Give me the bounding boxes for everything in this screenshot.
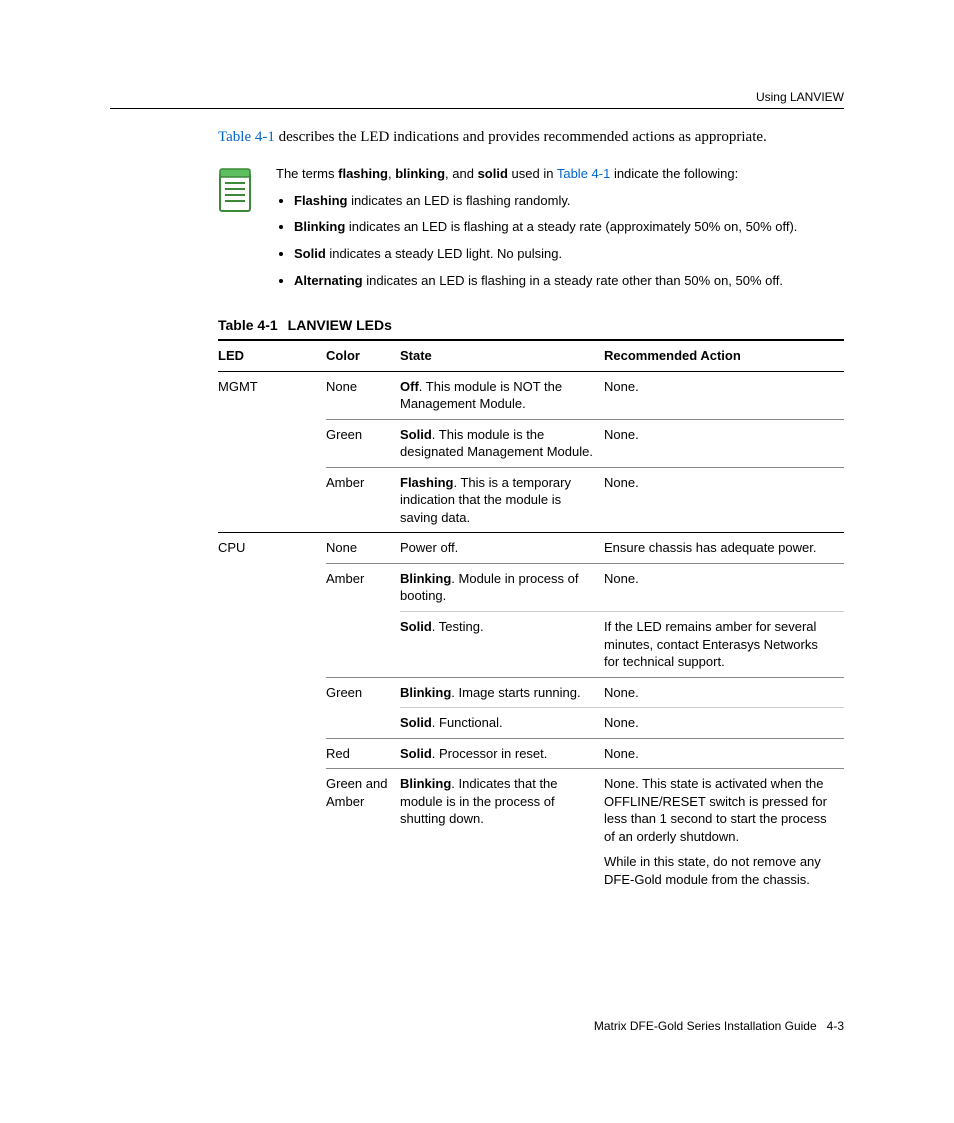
table-row: Solid. Testing.If the LED remains amber … — [218, 611, 844, 677]
th-action: Recommended Action — [604, 340, 844, 371]
note-term-flashing: flashing — [338, 166, 388, 181]
cell-led — [218, 738, 326, 769]
cell-color: Amber — [326, 563, 400, 611]
note-icon — [218, 165, 258, 220]
note-bullet-text: indicates an LED is flashing at a steady… — [345, 219, 797, 234]
table-body: MGMTNoneOff. This module is NOT the Mana… — [218, 371, 844, 895]
cell-action: None. — [604, 563, 844, 611]
note-term-solid: solid — [478, 166, 508, 181]
cell-color: Green — [326, 419, 400, 467]
cell-led — [218, 769, 326, 895]
cell-action: Ensure chassis has adequate power. — [604, 533, 844, 564]
cell-action: None. — [604, 708, 844, 739]
note-bullet-label: Alternating — [294, 273, 363, 288]
cell-state: Blinking. Image starts running. — [400, 677, 604, 708]
cell-action: If the LED remains amber for several min… — [604, 611, 844, 677]
cell-state: Solid. This module is the designated Man… — [400, 419, 604, 467]
th-led: LED — [218, 340, 326, 371]
cell-color: Green and Amber — [326, 769, 400, 895]
note-bullet-label: Solid — [294, 246, 326, 261]
note-bullet: Blinking indicates an LED is flashing at… — [294, 218, 844, 237]
cell-action: None. — [604, 677, 844, 708]
table-row: MGMTNoneOff. This module is NOT the Mana… — [218, 371, 844, 419]
note-bullet: Alternating indicates an LED is flashing… — [294, 272, 844, 291]
cell-color — [326, 611, 400, 677]
cell-state: Off. This module is NOT the Management M… — [400, 371, 604, 419]
cell-color — [326, 708, 400, 739]
note-lead-pre: The terms — [276, 166, 338, 181]
running-header: Using LANVIEW — [110, 90, 844, 109]
cell-color: None — [326, 371, 400, 419]
intro-paragraph: Table 4-1 describes the LED indications … — [218, 127, 844, 149]
table-row: CPUNonePower off.Ensure chassis has adeq… — [218, 533, 844, 564]
cell-led — [218, 611, 326, 677]
cell-action: None. — [604, 467, 844, 533]
cell-led — [218, 419, 326, 467]
note-block: The terms flashing, blinking, and solid … — [218, 165, 844, 299]
cell-color: Amber — [326, 467, 400, 533]
table-row: AmberBlinking. Module in process of boot… — [218, 563, 844, 611]
note-lead-mid: used in — [508, 166, 557, 181]
page-footer: Matrix DFE-Gold Series Installation Guid… — [594, 1019, 844, 1033]
cell-state: Solid. Functional. — [400, 708, 604, 739]
table-caption: Table 4-1 LANVIEW LEDs — [218, 317, 844, 333]
cell-state: Solid. Processor in reset. — [400, 738, 604, 769]
cell-state: Solid. Testing. — [400, 611, 604, 677]
note-bullet-label: Blinking — [294, 219, 345, 234]
cell-color: Red — [326, 738, 400, 769]
cell-state: Power off. — [400, 533, 604, 564]
cell-state: Blinking. Module in process of booting. — [400, 563, 604, 611]
section-name: Using LANVIEW — [756, 90, 844, 104]
cell-color: Green — [326, 677, 400, 708]
note-bullet-list: Flashing indicates an LED is flashing ra… — [276, 192, 844, 291]
footer-book-title: Matrix DFE-Gold Series Installation Guid… — [594, 1019, 817, 1033]
cell-color: None — [326, 533, 400, 564]
th-state: State — [400, 340, 604, 371]
cell-led — [218, 563, 326, 611]
intro-text: describes the LED indications and provid… — [275, 129, 767, 145]
table-caption-title: LANVIEW LEDs — [288, 317, 392, 333]
cell-led: CPU — [218, 533, 326, 564]
note-bullet-text: indicates an LED is flashing randomly. — [347, 193, 570, 208]
cell-action: None. — [604, 419, 844, 467]
th-color: Color — [326, 340, 400, 371]
note-lead-link[interactable]: Table 4-1 — [557, 166, 610, 181]
table-head: LED Color State Recommended Action — [218, 340, 844, 371]
table-row: GreenBlinking. Image starts running.None… — [218, 677, 844, 708]
table-row: RedSolid. Processor in reset.None. — [218, 738, 844, 769]
note-bullet: Solid indicates a steady LED light. No p… — [294, 245, 844, 264]
cell-led: MGMT — [218, 371, 326, 419]
cell-action: None. — [604, 371, 844, 419]
page: Using LANVIEW Table 4-1 describes the LE… — [0, 0, 954, 1123]
note-bullet: Flashing indicates an LED is flashing ra… — [294, 192, 844, 211]
table-row: Green and AmberBlinking. Indicates that … — [218, 769, 844, 895]
cell-action: None. This state is activated when the O… — [604, 769, 844, 895]
table-caption-number: Table 4-1 — [218, 317, 278, 333]
table-row: GreenSolid. This module is the designate… — [218, 419, 844, 467]
cell-led — [218, 467, 326, 533]
cell-led — [218, 677, 326, 708]
note-bullet-text: indicates a steady LED light. No pulsing… — [326, 246, 562, 261]
led-table: LED Color State Recommended Action MGMTN… — [218, 339, 844, 895]
cell-state: Blinking. Indicates that the module is i… — [400, 769, 604, 895]
note-bullet-text: indicates an LED is flashing in a steady… — [363, 273, 783, 288]
table-row: Solid. Functional.None. — [218, 708, 844, 739]
note-lead: The terms flashing, blinking, and solid … — [276, 165, 844, 184]
note-content: The terms flashing, blinking, and solid … — [276, 165, 844, 299]
table-ref-link[interactable]: Table 4-1 — [218, 129, 275, 145]
note-term-blinking: blinking — [395, 166, 445, 181]
cell-action: None. — [604, 738, 844, 769]
note-bullet-label: Flashing — [294, 193, 347, 208]
cell-state: Flashing. This is a temporary indication… — [400, 467, 604, 533]
note-lead-post: indicate the following: — [610, 166, 738, 181]
footer-page-number: 4-3 — [827, 1019, 844, 1033]
table-row: AmberFlashing. This is a temporary indic… — [218, 467, 844, 533]
cell-led — [218, 708, 326, 739]
